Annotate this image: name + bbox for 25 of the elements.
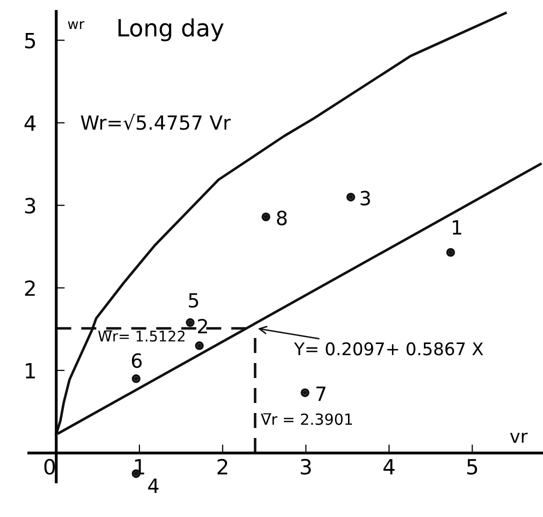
y-tick-label: 2 [25,280,35,296]
y-tick-label: 1 [26,363,35,378]
annotation: 3 [360,190,370,206]
annotation: Wr=√5.4757 Vr [80,114,231,130]
annotation: 8 [276,210,287,226]
annotation: 1 [452,220,462,234]
x-tick-label: 4 [383,459,395,474]
x-tick-label: 0 [44,458,55,475]
annotation: Y= 0.2097+ 0.5867 X [294,342,484,356]
annotation: 4 [148,478,159,493]
annotation: 5 [188,293,198,308]
annotation: V̅r = 2.3901 [260,413,352,425]
annotation: 6 [132,353,142,368]
y-axis-title: wr [68,21,84,29]
annotation: W̅r= 1.5122 [98,330,185,342]
x-tick-label: 2 [218,458,228,474]
x-tick-label: 5 [467,459,478,475]
y-tick-label: 3 [25,198,36,214]
x-axis-title: vr [510,432,528,443]
y-tick-label: 4 [24,116,36,131]
annotation: 2 [198,318,207,334]
chart-title: Long day [118,18,224,42]
x-tick-label: 3 [300,458,311,475]
y-tick-label: 5 [25,32,35,48]
annotation: 7 [316,386,326,401]
